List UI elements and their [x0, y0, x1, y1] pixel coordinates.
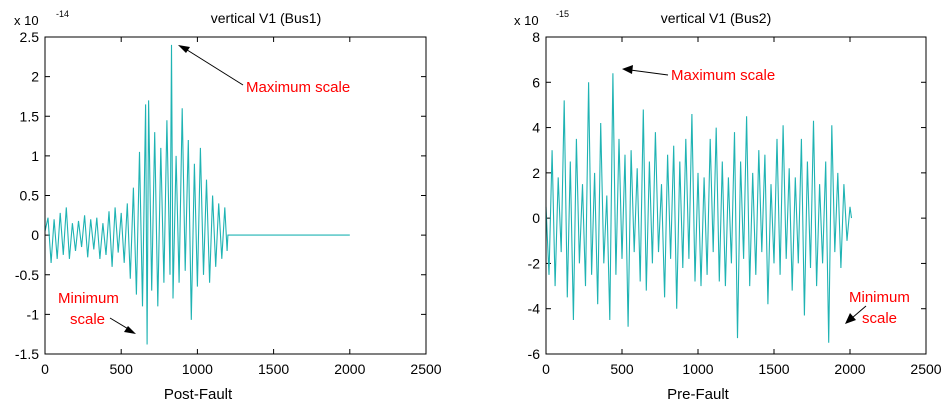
y-tick-label: 4: [532, 120, 540, 136]
x-axis-label: Post-Fault: [164, 386, 233, 403]
annotation-maximum: Maximum scale: [178, 45, 350, 96]
arrow-head-icon: [622, 65, 633, 74]
arrow-head-icon: [178, 45, 190, 53]
annotation-maximum: Maximum scale: [622, 65, 775, 84]
y-multiplier-exponent: -15: [556, 9, 569, 19]
annotation-arrow: [851, 305, 867, 319]
annotation-arrow: [109, 317, 131, 331]
y-tick-label: 1.5: [20, 108, 40, 124]
y-tick-label: -2: [528, 255, 541, 271]
y-tick-label: -4: [528, 301, 541, 317]
annotation-label: Minimum: [849, 289, 910, 306]
x-tick-label: 500: [110, 361, 134, 377]
x-tick-label: 500: [610, 361, 634, 377]
x-tick-label: 2500: [910, 361, 941, 377]
x-tick-label: 2000: [834, 361, 865, 377]
tick-labels: 0 500 1000 1500 2000 2500 -6 -4 -2 0 2 4…: [528, 29, 942, 377]
y-tick-label: 0.5: [20, 188, 40, 204]
annotation-minimum: Minimum scale: [845, 289, 910, 327]
plot-frame: [44, 36, 427, 355]
x-tick-label: 2500: [410, 361, 441, 377]
x-axis-label: Pre-Fault: [667, 386, 730, 403]
annotation-arrow: [629, 69, 669, 76]
y-tick-label: -1.5: [15, 346, 39, 362]
y-tick-label: 8: [532, 29, 540, 45]
plot-frame: [545, 36, 927, 355]
y-tick-label: 2.5: [20, 29, 40, 45]
y-multiplier: x 10: [514, 13, 539, 28]
y-tick-label: 0: [31, 227, 39, 243]
y-multiplier: x 10: [14, 13, 39, 28]
chart-title: vertical V1 (Bus1): [211, 10, 321, 26]
annotation-arrow: [183, 47, 244, 86]
y-tick-label: 0: [532, 210, 540, 226]
y-tick-label: -6: [528, 346, 541, 362]
chart-bus2: vertical V1 (Bus2) x 10 -15 0 500 1000 1…: [514, 9, 942, 403]
tick-labels: 0 500 1000 1500 2000 2500 -1.5 -1 -0.5 0…: [15, 29, 442, 377]
x-tick-label: 1000: [182, 361, 213, 377]
y-multiplier-exponent: -14: [56, 9, 69, 19]
arrow-head-icon: [845, 313, 856, 324]
annotation-minimum: Minimum scale: [58, 290, 136, 334]
y-tick-label: 1: [31, 148, 39, 164]
chart-title: vertical V1 (Bus2): [661, 10, 771, 26]
x-tick-label: 1500: [758, 361, 789, 377]
series-line: [545, 73, 853, 343]
x-tick-label: 0: [41, 361, 49, 377]
annotation-label: Maximum scale: [246, 79, 350, 96]
y-tick-label: 2: [31, 69, 39, 85]
x-tick-label: 0: [542, 361, 550, 377]
y-tick-label: -0.5: [15, 267, 39, 283]
annotation-label: Minimum: [58, 290, 119, 307]
annotation-label: Maximum scale: [671, 67, 775, 84]
y-tick-label: 6: [532, 74, 540, 90]
x-tick-label: 1000: [682, 361, 713, 377]
y-tick-label: -1: [27, 306, 40, 322]
x-tick-label: 1500: [258, 361, 289, 377]
arrow-head-icon: [124, 326, 136, 334]
annotation-label: scale: [862, 310, 897, 327]
x-tick-label: 2000: [334, 361, 365, 377]
series-line: [44, 44, 350, 345]
y-tick-label: 2: [532, 165, 540, 181]
annotation-label: scale: [70, 311, 105, 328]
chart-bus1: vertical V1 (Bus1) x 10 -14 0 500 1000 1…: [14, 9, 442, 403]
